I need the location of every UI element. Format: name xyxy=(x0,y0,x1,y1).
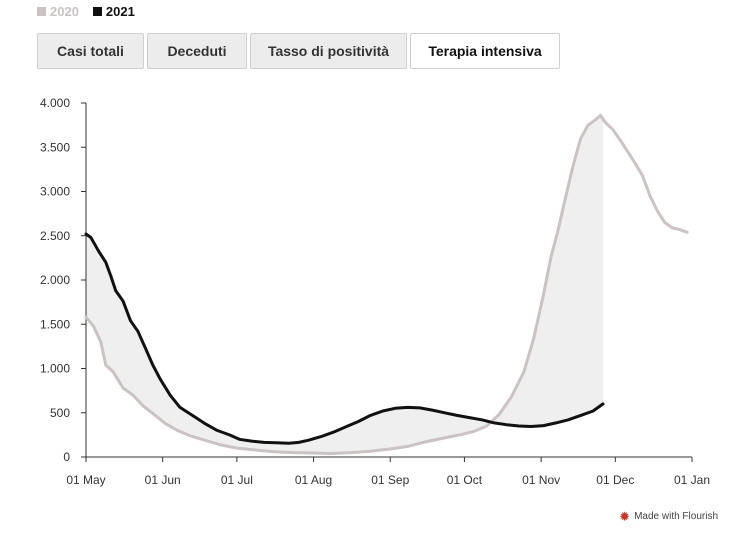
x-tick-label: 01 Sep xyxy=(371,473,409,487)
tab-tasso-di-positivita[interactable]: Tasso di positività xyxy=(250,33,407,69)
y-tick-label: 0 xyxy=(63,450,70,464)
legend-label-2020: 2020 xyxy=(50,3,79,19)
y-tick-label: 4.000 xyxy=(40,96,70,110)
legend-label-2021: 2021 xyxy=(105,3,135,19)
tab-deceduti[interactable]: Deceduti xyxy=(147,33,247,69)
tab-terapia-intensiva[interactable]: Terapia intensiva xyxy=(410,33,560,69)
x-tick-label: 01 May xyxy=(66,473,105,487)
y-tick-label: 1.000 xyxy=(40,362,70,376)
y-tick-label: 3.500 xyxy=(40,140,70,154)
legend-swatch-2021 xyxy=(92,6,102,16)
tab-casi-totali[interactable]: Casi totali xyxy=(37,33,144,69)
legend-item-2021[interactable]: 2021 xyxy=(92,3,135,19)
y-tick-label: 1.500 xyxy=(40,317,70,331)
legend: 2020 2021 xyxy=(37,2,135,20)
legend-swatch-2020 xyxy=(37,6,46,16)
x-tick-label: 01 Nov xyxy=(522,473,560,487)
line-layer xyxy=(84,113,689,455)
flourish-credit[interactable]: ✹ Made with Flourish xyxy=(619,508,718,524)
x-tick-label: 01 Aug xyxy=(295,473,332,487)
x-tick-label: 01 Jul xyxy=(221,473,253,487)
x-tick-label: 01 Jan xyxy=(674,473,710,487)
x-tick-label: 01 Oct xyxy=(447,473,483,487)
flourish-credit-label: Made with Flourish xyxy=(634,511,718,522)
x-tick-label: 01 Dec xyxy=(596,473,634,487)
axis-layer: 0 500 1.000 1.500 2.000 2.500 3.000 3.500 4.000 0… xyxy=(40,96,710,487)
flourish-star-icon: ✹ xyxy=(619,508,631,524)
y-tick-label: 2.000 xyxy=(40,273,70,287)
x-tick-label: 01 Jun xyxy=(145,473,181,487)
y-tick-label: 3.000 xyxy=(40,185,70,199)
y-tick-label: 500 xyxy=(50,406,70,420)
metric-tabs: Casi totali Deceduti Tasso di positività… xyxy=(37,33,560,69)
series-line-2020[interactable] xyxy=(84,113,689,455)
legend-item-2020[interactable]: 2020 xyxy=(37,4,79,19)
band-area-between-series xyxy=(86,115,603,454)
series-line-2021[interactable] xyxy=(84,232,605,445)
fill-layer xyxy=(86,115,603,454)
y-tick-label: 2.500 xyxy=(40,229,70,243)
